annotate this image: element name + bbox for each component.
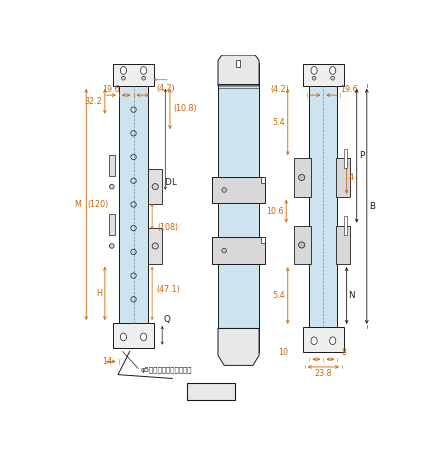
Bar xyxy=(343,149,347,168)
Circle shape xyxy=(152,184,158,190)
Bar xyxy=(336,158,350,197)
Bar xyxy=(113,64,154,86)
Ellipse shape xyxy=(330,337,336,345)
Text: (4.2): (4.2) xyxy=(271,84,290,94)
Text: (120): (120) xyxy=(88,200,109,209)
Circle shape xyxy=(299,174,305,180)
Text: 14: 14 xyxy=(102,357,112,366)
Circle shape xyxy=(152,243,158,249)
Ellipse shape xyxy=(311,337,317,345)
Text: Q: Q xyxy=(164,315,171,324)
Bar xyxy=(109,214,115,235)
Bar xyxy=(303,327,343,352)
Bar xyxy=(294,226,311,264)
Bar xyxy=(218,63,259,352)
Text: 5.4: 5.4 xyxy=(273,291,286,300)
Text: 32.2: 32.2 xyxy=(85,97,103,106)
Circle shape xyxy=(110,244,114,248)
Bar xyxy=(109,155,115,176)
Text: φ5灰色電線（帶黑色線）: φ5灰色電線（帶黑色線） xyxy=(141,366,192,373)
Text: 4: 4 xyxy=(349,173,354,182)
Text: 23.8: 23.8 xyxy=(315,369,332,378)
Circle shape xyxy=(142,76,145,80)
Polygon shape xyxy=(218,55,259,86)
Text: (108): (108) xyxy=(157,224,179,232)
Text: N: N xyxy=(348,291,354,300)
Bar xyxy=(261,177,265,183)
Circle shape xyxy=(222,248,227,253)
Text: 8: 8 xyxy=(341,348,346,357)
Bar xyxy=(119,64,148,347)
Text: (10.8): (10.8) xyxy=(173,105,197,113)
Text: M: M xyxy=(75,200,82,209)
Text: 10: 10 xyxy=(278,348,288,357)
Bar xyxy=(148,228,162,264)
Text: 5.4: 5.4 xyxy=(273,118,286,127)
Text: D: D xyxy=(164,179,171,187)
Text: 受光器: 受光器 xyxy=(197,384,225,399)
Ellipse shape xyxy=(120,333,126,341)
Bar xyxy=(303,64,343,86)
Text: H: H xyxy=(97,289,103,298)
Circle shape xyxy=(299,242,305,248)
Ellipse shape xyxy=(330,67,336,74)
Circle shape xyxy=(222,188,227,192)
Text: 19.6: 19.6 xyxy=(339,84,357,94)
Bar xyxy=(236,61,240,67)
Circle shape xyxy=(331,76,335,80)
Ellipse shape xyxy=(311,67,317,74)
Circle shape xyxy=(122,76,126,80)
Text: B: B xyxy=(369,202,375,211)
Text: P: P xyxy=(359,151,364,160)
Polygon shape xyxy=(218,329,259,365)
Ellipse shape xyxy=(120,67,126,74)
Bar xyxy=(261,237,265,243)
Bar xyxy=(187,383,235,400)
Text: L: L xyxy=(171,179,176,187)
Bar xyxy=(343,216,347,235)
Text: 19.6: 19.6 xyxy=(102,84,119,94)
Ellipse shape xyxy=(141,333,147,341)
Bar xyxy=(113,323,154,347)
Bar xyxy=(148,169,162,204)
Circle shape xyxy=(312,76,316,80)
Bar xyxy=(336,226,350,264)
Bar xyxy=(309,64,337,352)
Text: (47.1): (47.1) xyxy=(156,285,180,294)
Bar xyxy=(212,177,265,203)
Text: 10.6: 10.6 xyxy=(267,207,284,216)
Circle shape xyxy=(110,185,114,189)
Text: (4.2): (4.2) xyxy=(156,84,175,93)
Ellipse shape xyxy=(141,67,147,74)
Bar xyxy=(212,237,265,264)
Bar xyxy=(294,158,311,197)
